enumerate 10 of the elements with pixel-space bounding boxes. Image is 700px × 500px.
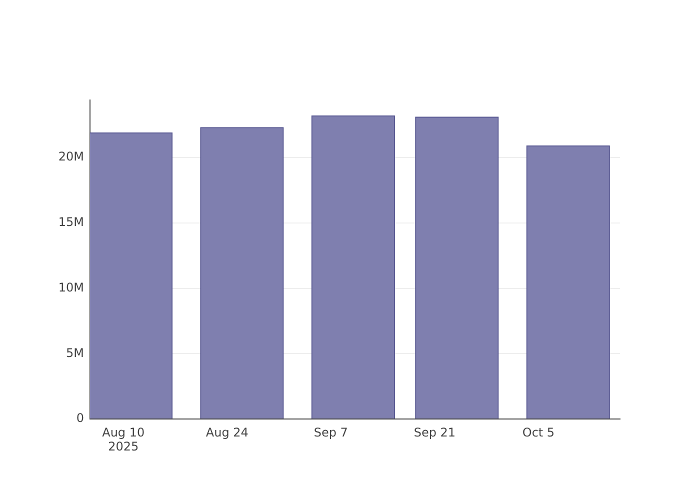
y-tick-label: 20M: [58, 150, 84, 164]
y-tick-label: 5M: [66, 346, 84, 360]
y-tick-label: 0: [76, 411, 84, 426]
x-tick-label: Oct 5: [522, 425, 555, 440]
x-tick-label: Aug 10 2025: [102, 425, 145, 454]
x-tick-label: Sep 21: [414, 425, 456, 440]
y-tick-label: 10M: [58, 280, 84, 294]
x-tick-label: Sep 7: [314, 425, 348, 440]
x-tick-label: Aug 24: [206, 425, 248, 440]
y-tick-label: 15M: [58, 215, 84, 230]
